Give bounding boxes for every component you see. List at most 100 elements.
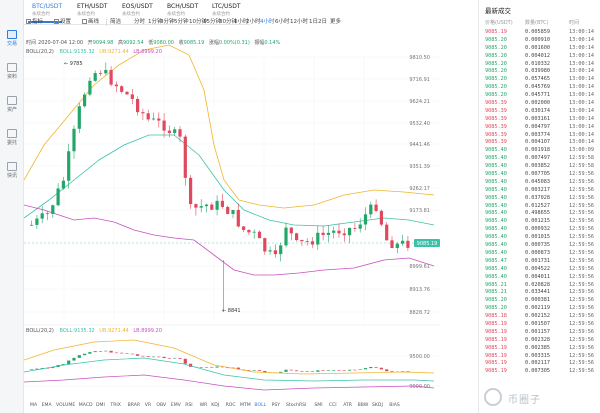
interval-11[interactable]: 12小时 (290, 19, 308, 25)
mini-candle (316, 370, 320, 372)
trade-qty: 0.045771 (525, 92, 550, 99)
trade-price: 9085.20 (485, 92, 507, 99)
trade-time: 12:59:56 (569, 336, 594, 343)
interval-0[interactable]: 分时 (134, 19, 146, 25)
indicator-tab-rsi[interactable]: RSI (185, 402, 192, 408)
indicator-tab-bbw[interactable]: BBW (358, 402, 369, 408)
interval-4[interactable]: 10分钟 (189, 19, 207, 25)
mini-candle (88, 352, 92, 354)
ohlc-readout: 时间 2020-07-04 12:00 开9094.98 高9092.54 低90… (26, 39, 281, 46)
mini-candle (67, 360, 71, 365)
indicator-tab-volume[interactable]: VOLUME (56, 402, 75, 408)
trade-qty: 0.003315 (525, 352, 550, 359)
trade-qty: 0.001731 (525, 257, 550, 264)
mini-candle (390, 371, 394, 373)
nav-item-1[interactable]: 资料 (0, 63, 24, 80)
nav-item-2[interactable]: 资产 (0, 96, 24, 113)
interval-2[interactable]: 3分钟 (160, 19, 175, 25)
indicator-tab-trix[interactable]: TRIX (109, 402, 121, 408)
pair-tab-0[interactable]: BTC/USDT 永续合约 (28, 3, 63, 23)
trade-time: 12:59:56 (569, 265, 594, 272)
trade-row: 9085.39 0.004797 13:00:14 (485, 124, 597, 132)
indicator-button[interactable]: 指标 (26, 19, 43, 26)
trade-qty: 0.010332 (525, 60, 550, 67)
nav-label: 交易 (6, 41, 17, 47)
interval-12[interactable]: 1日 (309, 19, 318, 25)
indicator-tab-roc[interactable]: ROC (226, 402, 236, 408)
trade-price: 9085.20 (485, 297, 507, 304)
candle (220, 200, 224, 207)
chart-toolbar: 指标 设置 画线 简洁 分时 1分钟 3分钟 5分钟 10分钟 15分钟 30分钟 1小时 2小… (24, 15, 440, 30)
pair-sub: 永续合约 (167, 12, 185, 17)
kline-chart[interactable]: 9500.00 9000.00 9810.50 9716.91 9624.21 9532… (23, 30, 440, 413)
indicator-tab-macd[interactable]: MACD (79, 402, 93, 408)
trade-time: 13:00:14 (569, 76, 594, 83)
gear-icon (54, 19, 59, 24)
indicator-tab-vr[interactable]: VR (145, 402, 152, 408)
candle (98, 73, 103, 74)
indicator-tab-brar[interactable]: BRAR (128, 402, 141, 408)
interval-7[interactable]: 1小时 (234, 19, 249, 25)
candle (310, 241, 315, 245)
mini-candle (199, 367, 203, 368)
candle (279, 245, 283, 255)
interval-3[interactable]: 5分钟 (174, 19, 189, 25)
candle (263, 238, 267, 252)
candle (157, 118, 161, 121)
mini-candle (98, 351, 103, 352)
draw-button[interactable]: 画线 (82, 19, 99, 26)
trade-row: 9085.39 0.004107 13:00:14 (485, 139, 597, 147)
interval-8[interactable]: 2小时 (246, 19, 261, 25)
candle (130, 94, 134, 99)
indicator-tab-mtm[interactable]: MTM (240, 402, 251, 408)
chart-area[interactable]: 9500.00 9000.00 9810.50 9716.91 9624.21 9532… (23, 30, 440, 413)
nav-item-0[interactable]: 交易 (0, 30, 24, 47)
candle (194, 204, 198, 208)
indicator-tab-cci[interactable]: CCI (329, 402, 337, 408)
candle (141, 112, 145, 114)
trade-row: 9085.39 0.002000 13:00:14 (485, 100, 597, 108)
trade-qty: 0.007305 (525, 368, 550, 375)
interval-13[interactable]: 2日 (318, 19, 327, 25)
trade-row: 9085.21 0.020828 12:59:56 (485, 282, 597, 290)
interval-5[interactable]: 15分钟 (203, 19, 221, 25)
pair-tab-4[interactable]: LTC/USDT 永续合约 (208, 3, 241, 23)
indicator-tab-psy[interactable]: PSY (272, 402, 281, 408)
header-qty: 数量(BTC) (525, 20, 549, 26)
mini-candle (332, 370, 336, 371)
nav-item-3[interactable]: 委托 (0, 129, 24, 146)
nav-item-4[interactable]: 快讯 (0, 162, 24, 179)
candle (242, 226, 246, 230)
trade-time: 12:59:56 (569, 281, 594, 288)
trade-price: 9085.19 (485, 328, 507, 335)
candle (353, 227, 357, 229)
trade-time: 13:00:14 (569, 60, 594, 67)
indicator-tab-skdj[interactable]: SKDJ (372, 402, 383, 408)
trade-price: 9085.20 (485, 84, 507, 91)
pair-tab-2[interactable]: EOS/USDT 永续合约 (118, 3, 153, 23)
pair-tab-1[interactable]: ETH/USDT 永续合约 (73, 3, 107, 23)
more-intervals-button[interactable]: 更多 (330, 19, 342, 25)
settings-button[interactable]: 设置 (54, 19, 71, 26)
indicator-tab-dmi[interactable]: DMI (96, 402, 105, 408)
indicator-tab-obv[interactable]: OBV (156, 402, 167, 408)
pair-tab-3[interactable]: BCH/USDT 永续合约 (163, 3, 198, 23)
interval-10[interactable]: 6小时 (275, 19, 290, 25)
indicator-tab-boll[interactable]: BOLL (254, 402, 266, 408)
indicator-tab-ma[interactable]: MA (30, 402, 38, 408)
indicator-tab-wr[interactable]: WR (200, 402, 209, 408)
indicator-tab-ema[interactable]: EMA (42, 402, 53, 408)
candle (93, 73, 97, 81)
interval-6[interactable]: 30分钟 (219, 19, 237, 25)
indicator-tab-kdj[interactable]: KDJ (211, 402, 219, 408)
trade-qty: 0.012527 (525, 202, 550, 209)
mini-candle (326, 370, 330, 371)
indicator-tab-emv[interactable]: EMV (171, 402, 182, 408)
indicator-tab-bias[interactable]: BIAS (389, 402, 400, 408)
chart-mode-select[interactable]: 简洁 (110, 19, 122, 25)
indicator-tab-stochrsi[interactable]: StochRSI (286, 402, 306, 408)
interval-9[interactable]: 4小时 (260, 19, 275, 25)
indicator-tab-smi[interactable]: SMI (314, 402, 322, 408)
interval-1[interactable]: 1分钟 (148, 19, 163, 25)
indicator-tab-atr[interactable]: ATR (343, 402, 353, 408)
